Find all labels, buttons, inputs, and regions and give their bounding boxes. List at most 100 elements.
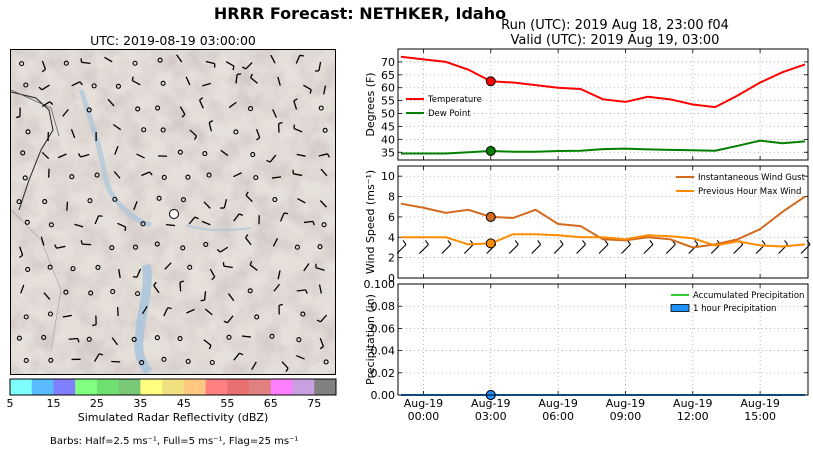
- terrain-map-image: [11, 50, 335, 374]
- wind-barb: [199, 99, 204, 109]
- wind-barb: [203, 291, 207, 301]
- wind-barb: [94, 215, 100, 225]
- colorbar-label: Simulated Radar Reflectivity (dBZ): [77, 411, 269, 424]
- colorbar-cell: [249, 379, 272, 395]
- wind-barb-tick: [559, 240, 564, 245]
- colorbar-cell: [140, 379, 163, 395]
- current-time-marker: [485, 238, 496, 249]
- wind-barb: [303, 220, 313, 224]
- wind-barb: [74, 223, 84, 228]
- y-tick-label: 4: [388, 231, 395, 244]
- calm-wind-marker: [154, 241, 160, 247]
- wind-barb: [219, 246, 229, 253]
- x-tick-label: Aug-19: [606, 397, 645, 410]
- wind-barb-tick: [293, 124, 296, 129]
- wind-barb-tick: [266, 159, 271, 163]
- plot-frame: [397, 165, 809, 279]
- y-tick-label: 65: [381, 69, 395, 82]
- run-time-label: Run (UTC): 2019 Aug 18, 23:00 f04: [501, 18, 729, 33]
- wind-barb: [227, 293, 235, 302]
- series-line-1: [400, 55, 806, 109]
- calm-wind-marker: [23, 357, 29, 363]
- calm-wind-marker: [139, 360, 145, 366]
- wind-barb: [296, 153, 306, 157]
- wind-barb-tick: [41, 68, 46, 73]
- colorbar-tick-label: 75: [307, 397, 321, 410]
- wind-barb: [41, 151, 50, 160]
- wind-barb: [553, 244, 564, 254]
- wind-barb: [43, 292, 51, 300]
- calm-wind-marker: [48, 222, 54, 228]
- calm-wind-marker: [300, 311, 306, 317]
- wind-barb-tick: [514, 240, 519, 245]
- wind-barb: [71, 81, 81, 87]
- chart-panel-3: 0.00 0.02 0.04 0.06 0.08 0.100 Precipitation (…: [364, 278, 809, 423]
- wind-barb-tick: [316, 319, 321, 323]
- wind-barb-tick: [79, 81, 83, 86]
- x-tick-label: 15:00: [744, 410, 776, 423]
- calm-wind-marker: [23, 314, 29, 320]
- x-tick-label: Aug-19: [404, 397, 443, 410]
- wind-barb: [318, 153, 328, 157]
- wind-barb-tick: [92, 323, 97, 327]
- wind-barb: [62, 314, 72, 318]
- wind-barb-tick: [232, 66, 235, 71]
- wind-barb-tick: [239, 352, 244, 356]
- wind-barb: [133, 201, 138, 210]
- calm-wind-marker: [135, 106, 141, 112]
- calm-wind-marker: [110, 289, 116, 295]
- y-tick-label: 0.04: [371, 345, 396, 358]
- y-tick-label: 55: [381, 95, 395, 108]
- wind-barb-tick: [312, 221, 316, 226]
- calm-wind-marker: [109, 245, 115, 251]
- valid-time-label: Valid (UTC): 2019 Aug 19, 03:00: [510, 33, 720, 48]
- wind-barb: [70, 129, 76, 138]
- wind-barb: [114, 145, 119, 155]
- plot-area: [398, 284, 808, 395]
- colorbar-cell: [270, 379, 293, 395]
- wind-barb: [81, 61, 91, 65]
- calm-wind-marker: [16, 199, 22, 205]
- radar-map: [10, 49, 336, 375]
- colorbar-tick-label: 65: [264, 397, 278, 410]
- colorbar-cell: [96, 379, 119, 395]
- calm-wind-marker: [112, 196, 118, 202]
- wind-barb: [136, 153, 145, 159]
- wind-barb: [104, 56, 113, 63]
- colorbar-cell: [53, 379, 76, 395]
- wind-barb-tick: [649, 240, 654, 245]
- y-tick-label: 70: [381, 56, 395, 69]
- calm-wind-marker: [131, 336, 137, 342]
- wind-barb: [279, 212, 285, 222]
- plot-frame: [397, 48, 809, 161]
- wind-barb: [201, 220, 211, 226]
- calm-wind-marker: [203, 241, 209, 247]
- wind-barb-tick: [245, 191, 249, 196]
- wind-barb: [295, 55, 301, 64]
- wind-barb: [141, 171, 150, 177]
- wind-barb: [62, 108, 69, 117]
- calm-wind-marker: [86, 336, 92, 342]
- wind-barb-tick: [211, 276, 216, 281]
- barbs-legend-note: Barbs: Half=2.5 ms⁻¹, Full=5 ms⁻¹, Flag=…: [50, 436, 299, 447]
- wind-barb: [111, 337, 119, 346]
- wind-barb: [185, 76, 191, 86]
- colorbar-cell: [205, 379, 228, 395]
- colorbar-tick-label: 5: [7, 397, 14, 410]
- calm-wind-marker: [94, 172, 100, 178]
- wind-barb: [68, 337, 78, 340]
- wind-barb: [209, 268, 216, 278]
- calm-wind-marker: [135, 291, 141, 297]
- wind-barb-tick: [98, 353, 104, 356]
- y-tick-label: 2: [388, 252, 395, 265]
- wind-barb-tick: [537, 240, 542, 245]
- wind-barb-tick: [98, 215, 103, 217]
- y-tick-label: 6: [388, 211, 395, 224]
- legend-label: Previous Hour Max Wind: [698, 187, 801, 197]
- series-line-2: [401, 139, 806, 155]
- wind-barb-tick: [200, 299, 205, 302]
- y-axis-label: Wind Speed (ms⁻¹): [364, 170, 377, 274]
- wind-barb: [113, 171, 121, 179]
- chart-panel-2: 0 2 4 6 8 10 Wind Speed (ms⁻¹) Instantaneous Wi…: [364, 165, 811, 285]
